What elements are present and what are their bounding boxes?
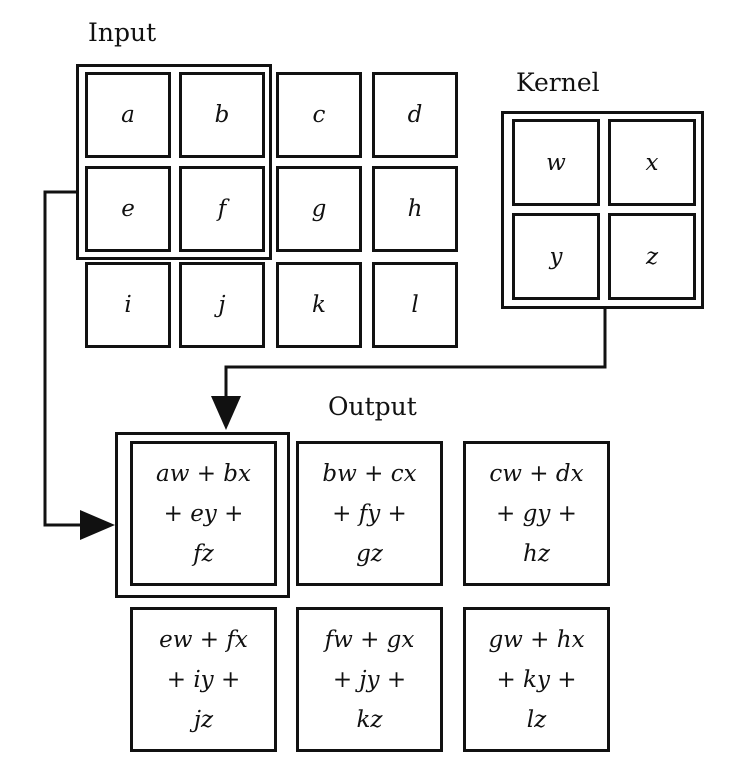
output-cell-line: kz xyxy=(356,706,383,733)
kernel-cell: y xyxy=(512,213,600,300)
kernel-label: Kernel xyxy=(516,68,600,97)
kernel-cell-value: x xyxy=(645,149,659,176)
output-cell-line: + gy + xyxy=(496,500,577,527)
kernel-cell-value: y xyxy=(549,243,563,270)
output-cell-line: bw + cx xyxy=(322,460,417,487)
input-cell-value: e xyxy=(121,196,135,222)
input-cell: l xyxy=(372,262,458,348)
output-cell-line: + ky + xyxy=(496,666,577,693)
kernel-cell-value: z xyxy=(645,243,659,270)
output-cell: fw + gx + jy + kz xyxy=(296,607,443,752)
input-cell: f xyxy=(179,166,265,252)
input-cell: e xyxy=(85,166,171,252)
input-cell-value: l xyxy=(411,292,419,318)
input-window-frame xyxy=(76,64,272,260)
output-cell-line: lz xyxy=(526,706,547,733)
input-cell-value: d xyxy=(407,102,423,128)
kernel-cell-value: w xyxy=(546,149,566,176)
output-cell: gw + hx + ky + lz xyxy=(463,607,610,752)
input-cell-value: i xyxy=(124,292,132,318)
output-cell: bw + cx + fy + gz xyxy=(296,441,443,586)
output-cell-line: gw + hx xyxy=(488,626,585,653)
input-cell-value: f xyxy=(217,196,227,222)
kernel-to-output-arrow xyxy=(224,309,607,398)
output-cell: ew + fx + iy + jz xyxy=(130,607,277,752)
input-cell: d xyxy=(372,72,458,158)
input-cell: i xyxy=(85,262,171,348)
input-cell: k xyxy=(276,262,362,348)
kernel-cell: x xyxy=(608,119,696,206)
input-cell-value: h xyxy=(407,196,423,222)
output-cell-line: cw + dx xyxy=(489,460,584,487)
input-cell: a xyxy=(85,72,171,158)
kernel-cell: z xyxy=(608,213,696,300)
input-cell: j xyxy=(179,262,265,348)
output-label: Output xyxy=(328,392,417,421)
input-cell-value: g xyxy=(311,196,327,222)
input-cell-value: k xyxy=(312,292,326,318)
input-to-output-arrowhead xyxy=(80,510,115,540)
input-cell-value: a xyxy=(121,102,135,128)
input-cell: b xyxy=(179,72,265,158)
input-label: Input xyxy=(88,18,157,47)
kernel-to-output-arrowhead xyxy=(211,396,241,430)
output-cell-line: + jy + xyxy=(332,666,407,693)
output-cell-line: fw + gx xyxy=(324,626,415,653)
kernel-frame xyxy=(501,111,704,309)
input-cell: c xyxy=(276,72,362,158)
input-cell: h xyxy=(372,166,458,252)
kernel-cell: w xyxy=(512,119,600,206)
output-cell-line: fz xyxy=(193,540,214,567)
input-to-output-arrow xyxy=(43,190,85,527)
output-cell: cw + dx + gy + hz xyxy=(463,441,610,586)
output-cell-line: + ey + xyxy=(163,500,244,527)
input-cell: g xyxy=(276,166,362,252)
output-cell-line: jz xyxy=(193,706,214,733)
output-cell-line: aw + bx xyxy=(156,460,251,487)
output-highlight-frame xyxy=(115,432,290,598)
input-cell-value: c xyxy=(312,102,326,128)
output-cell-line: + fy + xyxy=(332,500,407,527)
output-cell-line: gz xyxy=(356,540,383,567)
output-cell-line: ew + fx xyxy=(159,626,248,653)
input-cell-value: b xyxy=(214,102,230,128)
output-cell-line: hz xyxy=(523,540,550,567)
input-cell-value: j xyxy=(218,292,226,318)
output-cell: aw + bx + ey + fz xyxy=(130,441,277,586)
output-cell-line: + iy + xyxy=(166,666,241,693)
